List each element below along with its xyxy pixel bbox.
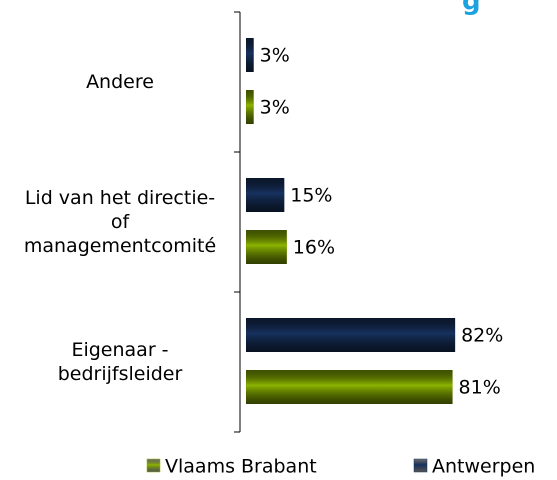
legend-label: Vlaams Brabant [165, 456, 317, 478]
bar [246, 230, 287, 264]
category-label: Andere [86, 71, 154, 93]
bar [246, 370, 453, 404]
data-label: 15% [290, 185, 332, 207]
legend-label: Antwerpen [432, 456, 535, 478]
legend-swatch [413, 458, 428, 473]
data-label: 3% [260, 45, 290, 67]
data-label: 16% [293, 237, 335, 259]
bar [246, 38, 254, 72]
legend-swatch [146, 458, 161, 473]
data-label: 81% [459, 377, 501, 399]
bar [246, 178, 285, 212]
bar [246, 90, 254, 124]
data-label: 82% [461, 325, 503, 347]
bar [246, 318, 456, 352]
category-label: Lid van het directie- of managementcomit… [23, 187, 217, 257]
category-label: Eigenaar - bedrijfsleider [57, 339, 183, 385]
data-label: 3% [260, 97, 290, 119]
chart-title: g [462, 0, 481, 17]
